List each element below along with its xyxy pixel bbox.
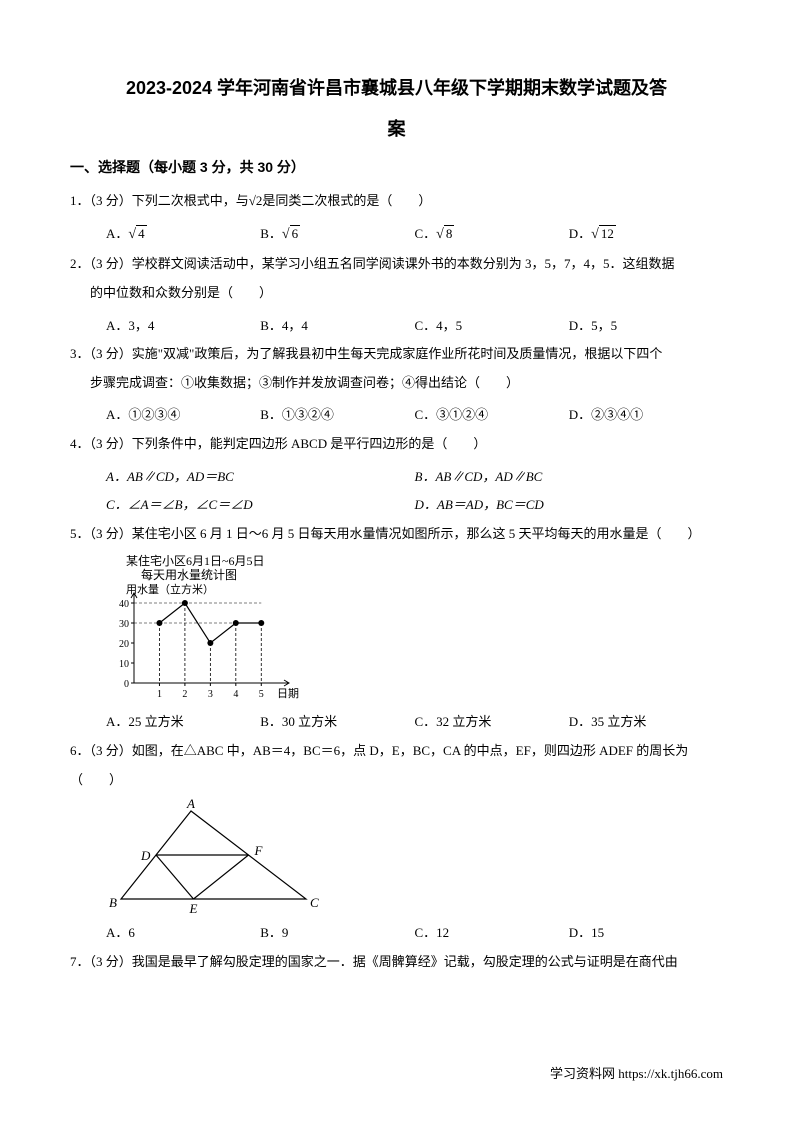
line-chart-svg: 某住宅小区6月1日~6月5日每天用水量统计图用水量（立方米） 0 10 20 30 40 1… [106,553,316,703]
q1-option-b: B．√6 [260,220,414,251]
q5-option-a: A．25 立方米 [106,708,260,737]
q5-option-d: D．35 立方米 [569,708,723,737]
q4-option-b: B．AB∥CD，AD∥BC [415,463,724,492]
svg-text:20: 20 [119,639,129,650]
q2-option-b: B．4，4 [260,312,414,341]
svg-text:用水量（立方米）: 用水量（立方米） [126,582,214,596]
q6-option-c: C．12 [415,919,569,948]
triangle-svg: A B C D E F [106,799,326,914]
svg-text:1: 1 [157,689,162,700]
q6-option-d: D．15 [569,919,723,948]
q4-option-c: C．∠A＝∠B，∠C＝∠D [106,491,415,520]
q3-options: A．①②③④ B．①③②④ C．③①②④ D．②③④① [70,401,723,430]
svg-text:2: 2 [182,689,187,700]
q2-text1: 2．（3 分）学校群文阅读活动中，某学习小组五名同学阅读课外书的本数分别为 3，… [70,250,723,279]
q6-text: 6．（3 分）如图，在△ABC 中，AB＝4，BC＝6，点 D，E，BC，CA … [70,737,723,794]
svg-text:30: 30 [119,619,129,630]
q4-options: A．AB∥CD，AD＝BC B．AB∥CD，AD∥BC C．∠A＝∠B，∠C＝∠… [70,463,723,520]
question-3: 3．（3 分）实施"双减"政策后，为了解我县初中生每天完成家庭作业所花时间及质量… [70,340,723,397]
q2-options: A．3，4 B．4，4 C．4，5 D．5，5 [70,312,723,341]
q2-text2: 的中位数和众数分别是（ ） [70,279,723,308]
q1-options: A．√4 B．√6 C．√8 D．√12 [70,220,723,251]
q6-options: A．6 B．9 C．12 D．15 [70,919,723,948]
q2-option-d: D．5，5 [569,312,723,341]
svg-text:0: 0 [124,679,129,690]
svg-text:40: 40 [119,599,129,610]
q4-option-d: D．AB＝AD，BC＝CD [415,491,724,520]
svg-text:F: F [254,843,264,858]
svg-text:B: B [109,895,117,910]
q3-text2: 步骤完成调查：①收集数据；③制作并发放调查问卷；④得出结论（ ） [70,369,723,398]
q3-text1: 3．（3 分）实施"双减"政策后，为了解我县初中生每天完成家庭作业所花时间及质量… [70,340,723,369]
q1-option-a: A．√4 [106,220,260,251]
question-1: 1．（3 分）下列二次根式中，与√2是同类二次根式的是（ ） [70,187,723,216]
svg-text:E: E [189,901,198,914]
q2-option-a: A．3，4 [106,312,260,341]
svg-text:10: 10 [119,659,129,670]
q5-text: 5．（3 分）某住宅小区 6 月 1 日～6 月 5 日每天用水量情况如图所示，… [70,520,723,549]
svg-text:日期: 日期 [277,687,299,700]
q4-option-a: A．AB∥CD，AD＝BC [106,463,415,492]
q6-figure: A B C D E F [106,799,723,914]
q4-text: 4．（3 分）下列条件中，能判定四边形 ABCD 是平行四边形的是（ ） [70,430,723,459]
q5-option-b: B．30 立方米 [260,708,414,737]
svg-text:某住宅小区6月1日~6月5日: 某住宅小区6月1日~6月5日 [126,553,265,568]
question-5: 5．（3 分）某住宅小区 6 月 1 日～6 月 5 日每天用水量情况如图所示，… [70,520,723,549]
q3-option-a: A．①②③④ [106,401,260,430]
question-2: 2．（3 分）学校群文阅读活动中，某学习小组五名同学阅读课外书的本数分别为 3，… [70,250,723,307]
q6-option-b: B．9 [260,919,414,948]
q1-text: 1．（3 分）下列二次根式中，与√2是同类二次根式的是（ ） [70,187,723,216]
svg-text:C: C [310,895,319,910]
page-title-line2: 案 [70,111,723,147]
q6-option-a: A．6 [106,919,260,948]
svg-text:A: A [186,799,195,811]
svg-text:D: D [140,848,151,863]
q1-option-c: C．√8 [415,220,569,251]
q5-chart: 某住宅小区6月1日~6月5日每天用水量统计图用水量（立方米） 0 10 20 30 40 1… [106,553,723,703]
question-6: 6．（3 分）如图，在△ABC 中，AB＝4，BC＝6，点 D，E，BC，CA … [70,737,723,794]
q5-options: A．25 立方米 B．30 立方米 C．32 立方米 D．35 立方米 [70,708,723,737]
svg-text:4: 4 [233,689,238,700]
q3-option-d: D．②③④① [569,401,723,430]
q3-option-c: C．③①②④ [415,401,569,430]
q1-option-d: D．√12 [569,220,723,251]
q3-option-b: B．①③②④ [260,401,414,430]
q5-option-c: C．32 立方米 [415,708,569,737]
svg-text:3: 3 [208,689,213,700]
svg-text:5: 5 [259,689,264,700]
q2-option-c: C．4，5 [415,312,569,341]
q7-text: 7．（3 分）我国是最早了解勾股定理的国家之一．据《周髀算经》记载，勾股定理的公… [70,948,723,977]
page-title-line1: 2023-2024 学年河南省许昌市襄城县八年级下学期期末数学试题及答 [70,70,723,106]
question-7: 7．（3 分）我国是最早了解勾股定理的国家之一．据《周髀算经》记载，勾股定理的公… [70,948,723,977]
question-4: 4．（3 分）下列条件中，能判定四边形 ABCD 是平行四边形的是（ ） [70,430,723,459]
section-header: 一、选择题（每小题 3 分，共 30 分） [70,157,723,177]
footer: 学习资料网 https://xk.tjh66.com [550,1063,723,1082]
svg-text:每天用水量统计图: 每天用水量统计图 [141,567,237,582]
